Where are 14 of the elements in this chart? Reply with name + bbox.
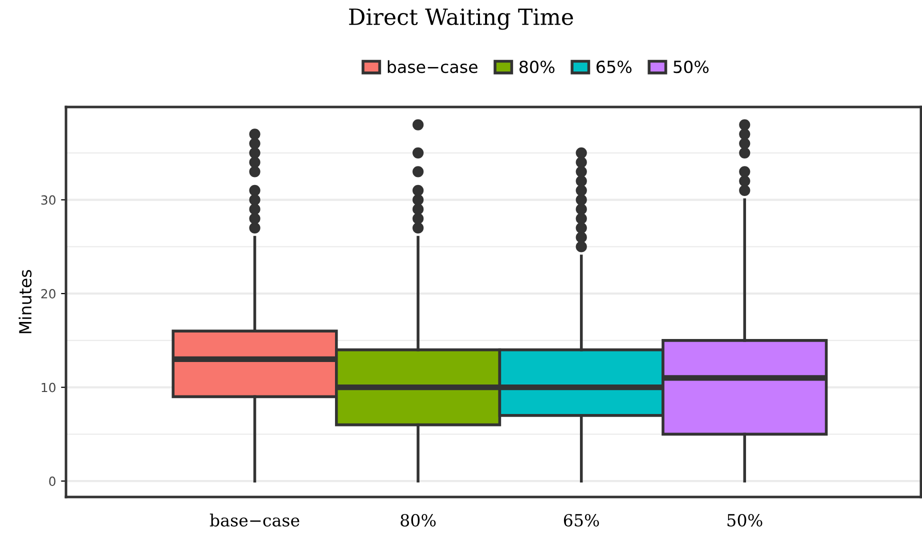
chart-title: Direct Waiting Time	[349, 8, 573, 30]
legend-label: 50%	[674, 60, 709, 74]
y-tick-label: 20	[41, 289, 56, 298]
x-tick-label: base−case	[210, 514, 300, 527]
x-tick-label: 50%	[728, 514, 762, 527]
x-tick-label: 65%	[564, 514, 599, 527]
y-tick-label: 10	[42, 382, 56, 392]
y-tick-label: 30	[41, 195, 56, 205]
legend-label: 80%	[519, 60, 554, 74]
y-axis-title: Minutes	[18, 270, 32, 334]
legend-label: 65%	[596, 60, 632, 74]
x-tick-label: 80%	[400, 514, 436, 527]
legend-label: base−case	[388, 60, 478, 74]
y-tick-label: 0	[49, 476, 56, 486]
